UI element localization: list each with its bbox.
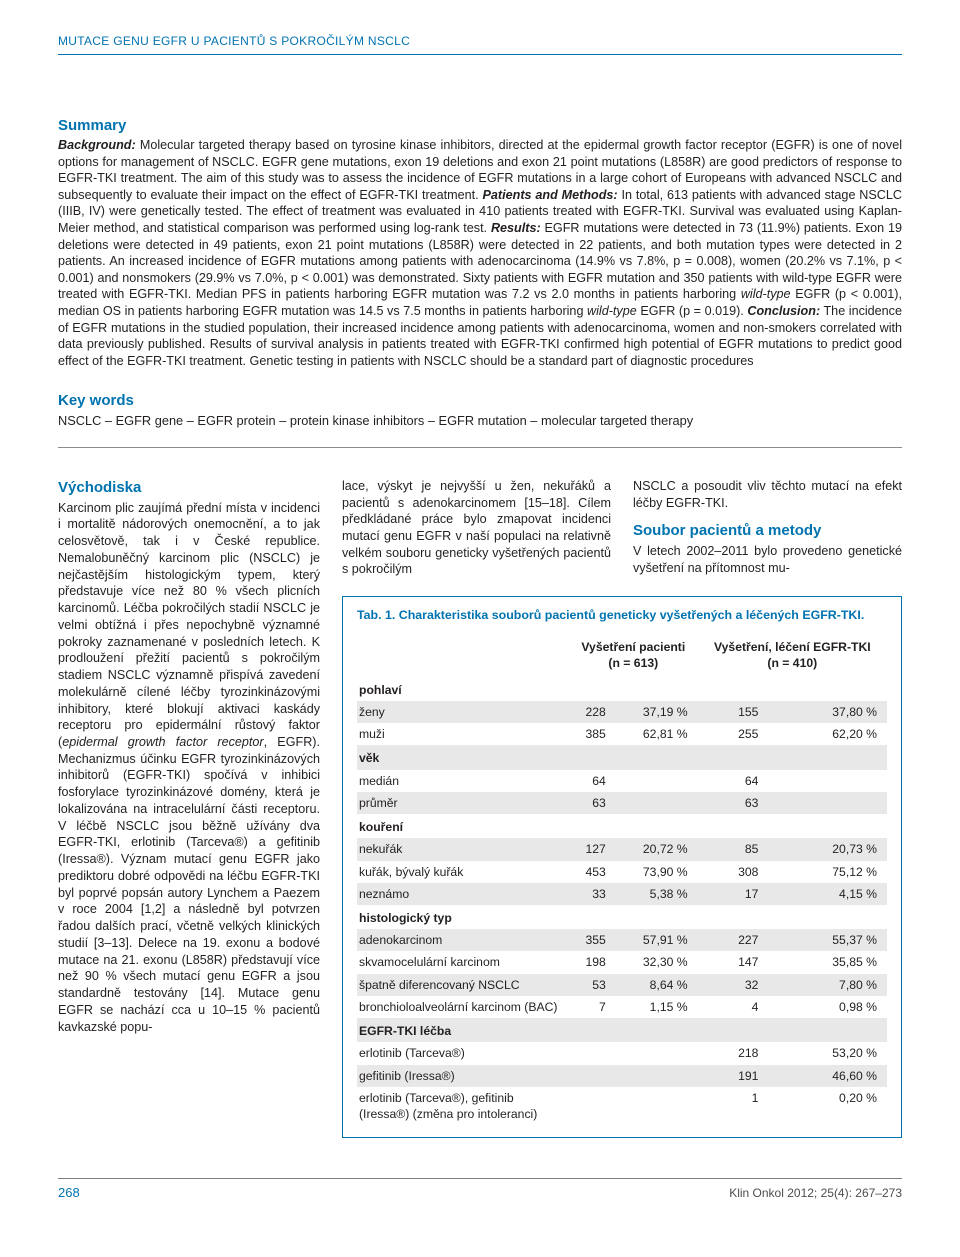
page-number: 268: [58, 1185, 80, 1200]
table-row: špatně diferencovaný NSCLC538,64 %327,80…: [357, 974, 887, 996]
soubor-title: Soubor pacientů a metody: [633, 521, 902, 541]
body-columns: Východiska Karcinom plic zaujímá přední …: [58, 478, 902, 1138]
table-body: pohlavíženy22837,19 %15537,80 %muži38562…: [357, 677, 887, 1125]
rule-top: [58, 54, 902, 55]
vychodiska-title: Východiska: [58, 478, 320, 498]
footer: 268 Klin Onkol 2012; 25(4): 267–273: [58, 1178, 902, 1200]
keywords-title: Key words: [58, 392, 902, 409]
right-top-row: lace, výskyt je nejvyšší u žen, nekuřáků…: [342, 478, 902, 578]
table-category-row: pohlaví: [357, 677, 887, 701]
summary-title: Summary: [58, 117, 902, 134]
summary-block: Summary Background: Molecular targeted t…: [58, 117, 902, 370]
journal-ref: Klin Onkol 2012; 25(4): 267–273: [729, 1186, 902, 1200]
table-row: neznámo335,38 %174,15 %: [357, 883, 887, 905]
table-row: erlotinib (Tarceva®), gefitinib (Iressa®…: [357, 1087, 887, 1125]
soubor-text: V letech 2002–2011 bylo provedeno geneti…: [633, 544, 902, 575]
table-row: medián6464: [357, 770, 887, 792]
table-row: nekuřák12720,72 %8520,73 %: [357, 838, 887, 860]
table-1-box: Tab. 1. Charakteristika souborů pacientů…: [342, 596, 902, 1138]
table-row: skvamocelulární karcinom19832,30 %14735,…: [357, 951, 887, 973]
th-group-treated: Vyšetření, léčení EGFR-TKI(n = 410): [698, 637, 887, 677]
table-row: gefitinib (Iressa®)19146,60 %: [357, 1065, 887, 1087]
table-header-row: Vyšetření pacienti(n = 613) Vyšetření, l…: [357, 637, 887, 677]
table-category-row: věk: [357, 745, 887, 769]
table-row: ženy22837,19 %15537,80 %: [357, 701, 887, 723]
column-right: lace, výskyt je nejvyšší u žen, nekuřáků…: [342, 478, 902, 1138]
summary-text: Background: Molecular targeted therapy b…: [58, 137, 902, 370]
page-root: MUTACE GENU EGFR U PACIENTŮ S POKROČILÝM…: [0, 0, 960, 1228]
running-head: MUTACE GENU EGFR U PACIENTŮ S POKROČILÝM…: [58, 34, 902, 48]
rule-keywords: [58, 447, 902, 448]
table-row: průměr6363: [357, 792, 887, 814]
vychodiska-text: Karcinom plic zaujímá přední místa v inc…: [58, 500, 320, 1036]
table-1-caption: Tab. 1. Charakteristika souborů pacientů…: [357, 607, 887, 623]
table-category-row: kouření: [357, 814, 887, 838]
th-group-tested: Vyšetření pacienti(n = 613): [569, 637, 698, 677]
table-category-row: EGFR-TKI léčba: [357, 1018, 887, 1042]
table-row: muži38562,81 %25562,20 %: [357, 723, 887, 745]
column-middle-text: lace, výskyt je nejvyšší u žen, nekuřáků…: [342, 478, 611, 578]
table-category-row: histologický typ: [357, 905, 887, 929]
table-row: bronchioloalveolární karcinom (BAC)71,15…: [357, 996, 887, 1018]
column-right-text: NSCLC a posoudit vliv těchto mutací na e…: [633, 478, 902, 578]
table-row: adenokarcinom35557,91 %22755,37 %: [357, 929, 887, 951]
right-intro: NSCLC a posoudit vliv těchto mutací na e…: [633, 479, 902, 510]
keywords-text: NSCLC – EGFR gene – EGFR protein – prote…: [58, 412, 902, 429]
table-row: erlotinib (Tarceva®)21853,20 %: [357, 1042, 887, 1064]
column-left: Východiska Karcinom plic zaujímá přední …: [58, 478, 320, 1035]
table-1: Vyšetření pacienti(n = 613) Vyšetření, l…: [357, 637, 887, 1125]
table-row: kuřák, bývalý kuřák45373,90 %30875,12 %: [357, 861, 887, 883]
keywords-block: Key words NSCLC – EGFR gene – EGFR prote…: [58, 392, 902, 429]
